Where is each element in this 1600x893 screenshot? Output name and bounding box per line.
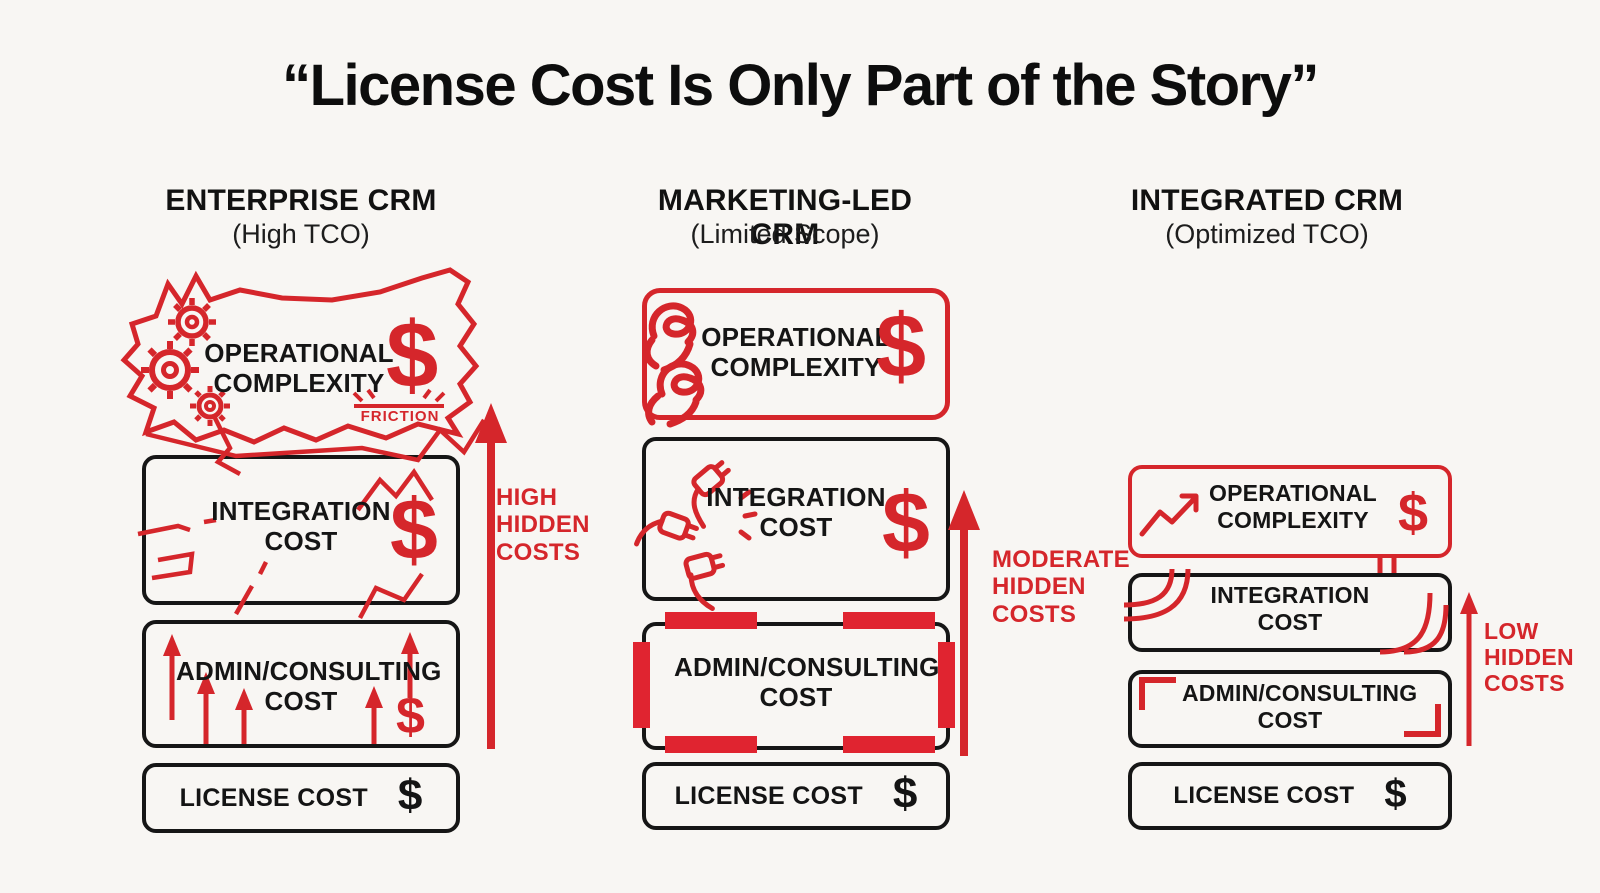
dollar-sign: $ (892, 768, 918, 818)
moderate-hidden-costs-arrow (948, 490, 980, 756)
integration-cost-label: INTEGRATION COST (691, 482, 901, 542)
label-line: HIDDEN (992, 573, 1086, 601)
label-line: COST (264, 686, 338, 717)
operational-complexity-box (1128, 465, 1452, 558)
license-cost-box: LICENSE COST $ (642, 762, 950, 830)
label-line: ADMIN/CONSULTING (674, 652, 940, 682)
integration-cost-box (1128, 573, 1452, 652)
admin-consulting-cost-box (1128, 670, 1452, 748)
label-line: COSTS (992, 600, 1077, 628)
corner-brackets-icon (1139, 677, 1441, 737)
license-cost-box: LICENSE COST $ (1128, 762, 1452, 830)
patch-tape-icon (665, 612, 757, 629)
admin-consulting-label: ADMIN/CONSULTING COST (1182, 680, 1418, 733)
label-line: ADMIN/CONSULTING (176, 656, 442, 686)
license-cost-label: LICENSE COST (674, 781, 863, 810)
dollar-sign: $ (390, 482, 438, 578)
column-subtitle-enterprise: (High TCO) (232, 219, 370, 249)
license-cost-label: LICENSE COST (1173, 782, 1355, 809)
dollar-sign: $ (386, 302, 439, 407)
label-line: OPERATIONAL (701, 322, 891, 352)
moderate-hidden-costs-label: MODERATE HIDDEN COSTS (992, 546, 1130, 628)
dollar-sign: $ (396, 687, 425, 745)
label-line: COST (759, 682, 833, 713)
license-cost-box: LICENSE COST $ (142, 763, 460, 833)
label-line: LOW (1484, 618, 1539, 644)
admin-consulting-label: ADMIN/CONSULTING COST (674, 652, 940, 713)
patch-tape-icon (938, 642, 955, 728)
label-line: COMPLEXITY (710, 352, 882, 383)
smooth-pipes-icon (1123, 557, 1449, 655)
cracks-icon (137, 414, 486, 620)
dollar-sign: $ (397, 770, 423, 820)
patch-tape-icon (665, 736, 757, 753)
license-cost-label: LICENSE COST (179, 783, 368, 812)
label-line: COST (1257, 706, 1323, 733)
label-line: COST (759, 512, 833, 543)
column-title-marketing-led: MARKETING-LED CRM (657, 184, 913, 251)
friction-burst-icon (352, 388, 446, 408)
label-line: COST (1257, 608, 1323, 635)
gears-icon (141, 298, 230, 426)
label-line: OPERATIONAL (204, 338, 394, 368)
integration-cost-box (142, 455, 460, 605)
low-hidden-costs-arrow (1460, 592, 1478, 746)
growth-trend-icon (1139, 493, 1199, 537)
label-line: HIGH (496, 484, 558, 511)
integration-cost-box (642, 437, 950, 601)
knots-icon (643, 302, 705, 428)
label-line: HIDDEN (496, 511, 590, 539)
admin-consulting-label: ADMIN/CONSULTING COST (176, 656, 442, 717)
jagged-operational-complexity-border (120, 267, 480, 445)
label-line: OPERATIONAL (1209, 480, 1377, 506)
integration-cost-label: INTEGRATION COST (1182, 582, 1398, 635)
operational-complexity-label: OPERATIONAL COMPLEXITY (694, 322, 898, 382)
high-hidden-costs-label: HIGH HIDDEN COSTS (496, 484, 590, 566)
friction-note: FRICTION (360, 408, 440, 425)
column-title-integrated: INTEGRATED CRM (1130, 184, 1404, 217)
rising-arrows-icon (163, 632, 419, 744)
column-title-enterprise: ENTERPRISE CRM (165, 184, 437, 217)
label-line: HIDDEN (1484, 644, 1574, 671)
admin-consulting-cost-box (142, 620, 460, 748)
label-line: INTEGRATION (1210, 582, 1370, 608)
dollar-sign: $ (1398, 483, 1429, 543)
patch-tape-icon (843, 612, 935, 629)
high-hidden-costs-arrow (475, 403, 507, 749)
dollar-sign: $ (876, 297, 927, 397)
page-title: “License Cost Is Only Part of the Story” (282, 53, 1319, 118)
unplugged-connectors-icon (634, 460, 758, 612)
label-line: MODERATE (992, 546, 1130, 573)
label-line: INTEGRATION (706, 482, 886, 512)
integration-cost-label: INTEGRATION COST (194, 496, 408, 556)
label-line: COST (264, 526, 338, 557)
patch-tape-icon (633, 642, 650, 728)
dollar-sign: $ (882, 475, 930, 571)
operational-complexity-label: OPERATIONAL COMPLEXITY (1206, 480, 1380, 533)
column-subtitle-marketing-led: (Limited Scope) (690, 219, 880, 249)
patch-tape-icon (843, 736, 935, 753)
label-line: COSTS (1484, 670, 1565, 697)
label-line: COMPLEXITY (1217, 506, 1369, 533)
low-hidden-costs-label: LOW HIDDEN COSTS (1484, 618, 1574, 697)
dollar-sign: $ (1384, 771, 1407, 816)
column-subtitle-integrated: (Optimized TCO) (1165, 219, 1369, 249)
label-line: ADMIN/CONSULTING (1182, 680, 1418, 706)
label-line: COSTS (496, 538, 581, 566)
label-line: INTEGRATION (211, 496, 391, 526)
